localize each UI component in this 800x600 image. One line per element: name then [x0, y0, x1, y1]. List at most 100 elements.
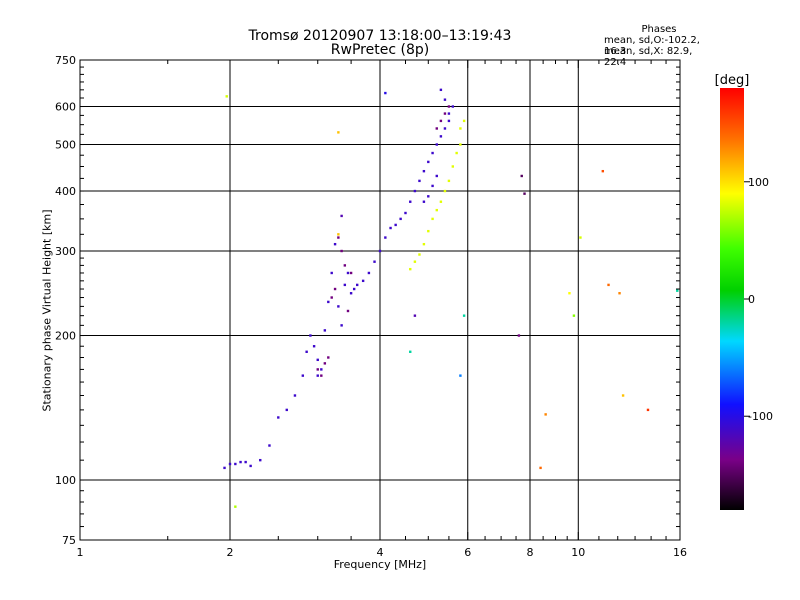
data-point: [439, 135, 443, 138]
data-point: [413, 189, 417, 193]
data-point: [333, 287, 337, 291]
data-point: [277, 416, 280, 419]
data-point: [451, 165, 455, 168]
data-point: [422, 242, 426, 246]
data-point: [443, 98, 447, 101]
axis-ticks: 1 2 4 6 8 10 16 75 100 200 300 400 500 600 750: [55, 54, 687, 559]
data-point: [435, 174, 438, 178]
data-point: [223, 466, 226, 470]
data-point: [378, 249, 382, 253]
data-point: [459, 374, 462, 377]
data-point: [301, 374, 305, 377]
y-tick-label: 200: [55, 330, 76, 343]
y-tick-label: 400: [55, 185, 76, 198]
phase-stats-title: Phases: [641, 24, 677, 35]
data-point: [343, 264, 347, 267]
data-point: [228, 462, 232, 466]
data-point: [413, 314, 417, 317]
data-point: [244, 460, 247, 464]
data-point: [413, 260, 417, 263]
data-point: [462, 314, 466, 317]
x-tick-label: 4: [377, 546, 384, 559]
data-point: [621, 394, 625, 397]
data-point: [427, 160, 430, 164]
colorbar-tick-label: 0: [748, 293, 755, 306]
data-point: [544, 413, 547, 416]
data-points: [223, 88, 679, 508]
data-point: [439, 88, 443, 92]
data-point: [285, 408, 288, 412]
data-point: [418, 179, 421, 183]
phase-stats-o: mean, sd,O:-102.2, 16.3: [604, 35, 700, 57]
data-point: [409, 350, 412, 353]
data-point: [337, 131, 340, 134]
chart-title: Tromsø 20120907 13:18:00–13:19:43: [248, 28, 512, 44]
data-point: [439, 200, 443, 203]
x-tick-label: 10: [571, 546, 585, 559]
data-point: [234, 505, 237, 508]
data-point: [309, 334, 312, 337]
data-point: [367, 271, 371, 275]
data-point: [443, 112, 447, 115]
data-point: [462, 119, 466, 123]
data-point: [305, 350, 308, 353]
data-point: [572, 314, 576, 317]
data-point: [384, 236, 387, 239]
data-point: [384, 91, 387, 95]
data-point: [523, 192, 526, 195]
data-point: [459, 127, 462, 130]
x-tick-label: 1: [77, 546, 84, 559]
data-point: [539, 466, 542, 470]
data-point: [601, 169, 605, 173]
x-tick-label: 16: [673, 546, 687, 559]
data-point: [373, 260, 376, 263]
data-point: [316, 358, 319, 362]
colorbar-ticks: 100 0 -100: [744, 176, 773, 423]
data-point: [447, 119, 451, 123]
data-point: [293, 394, 297, 397]
data-point: [389, 226, 392, 230]
data-point: [517, 334, 521, 337]
data-point: [431, 184, 434, 188]
data-point: [443, 189, 447, 193]
data-point: [431, 217, 434, 221]
chart-subtitle: RwPretec (8p): [330, 42, 430, 58]
y-tick-label: 750: [55, 54, 76, 67]
colorbar-tick-label: -100: [748, 410, 773, 423]
colorbar-tick-label: 100: [748, 176, 769, 189]
plot-frame: [79, 59, 681, 541]
data-point: [422, 200, 426, 203]
data-point: [349, 292, 353, 295]
x-tick-label: 8: [527, 546, 534, 559]
data-point: [520, 174, 523, 178]
y-tick-label: 100: [55, 474, 76, 487]
data-point: [249, 464, 252, 468]
data-point: [646, 408, 650, 412]
y-tick-label: 500: [55, 139, 76, 152]
data-point: [320, 368, 323, 371]
data-point: [394, 223, 397, 227]
data-point: [330, 271, 333, 275]
y-tick-label: 600: [55, 101, 76, 114]
x-tick-label: 2: [227, 546, 234, 559]
data-point: [459, 143, 462, 146]
data-point: [422, 169, 426, 173]
data-point: [340, 214, 343, 218]
data-point: [337, 305, 340, 308]
data-point: [340, 324, 343, 327]
data-point: [618, 292, 621, 295]
colorbar: [720, 88, 744, 510]
x-axis-label: Frequency [MHz]: [333, 558, 427, 571]
data-point: [435, 127, 438, 130]
data-point: [349, 271, 353, 275]
data-point: [418, 253, 421, 256]
data-point: [355, 283, 359, 287]
data-point: [268, 444, 271, 447]
y-tick-label: 300: [55, 245, 76, 258]
data-point: [316, 374, 319, 377]
data-point: [327, 300, 330, 304]
data-point: [330, 296, 333, 299]
data-point: [439, 119, 443, 123]
data-point: [259, 458, 262, 462]
